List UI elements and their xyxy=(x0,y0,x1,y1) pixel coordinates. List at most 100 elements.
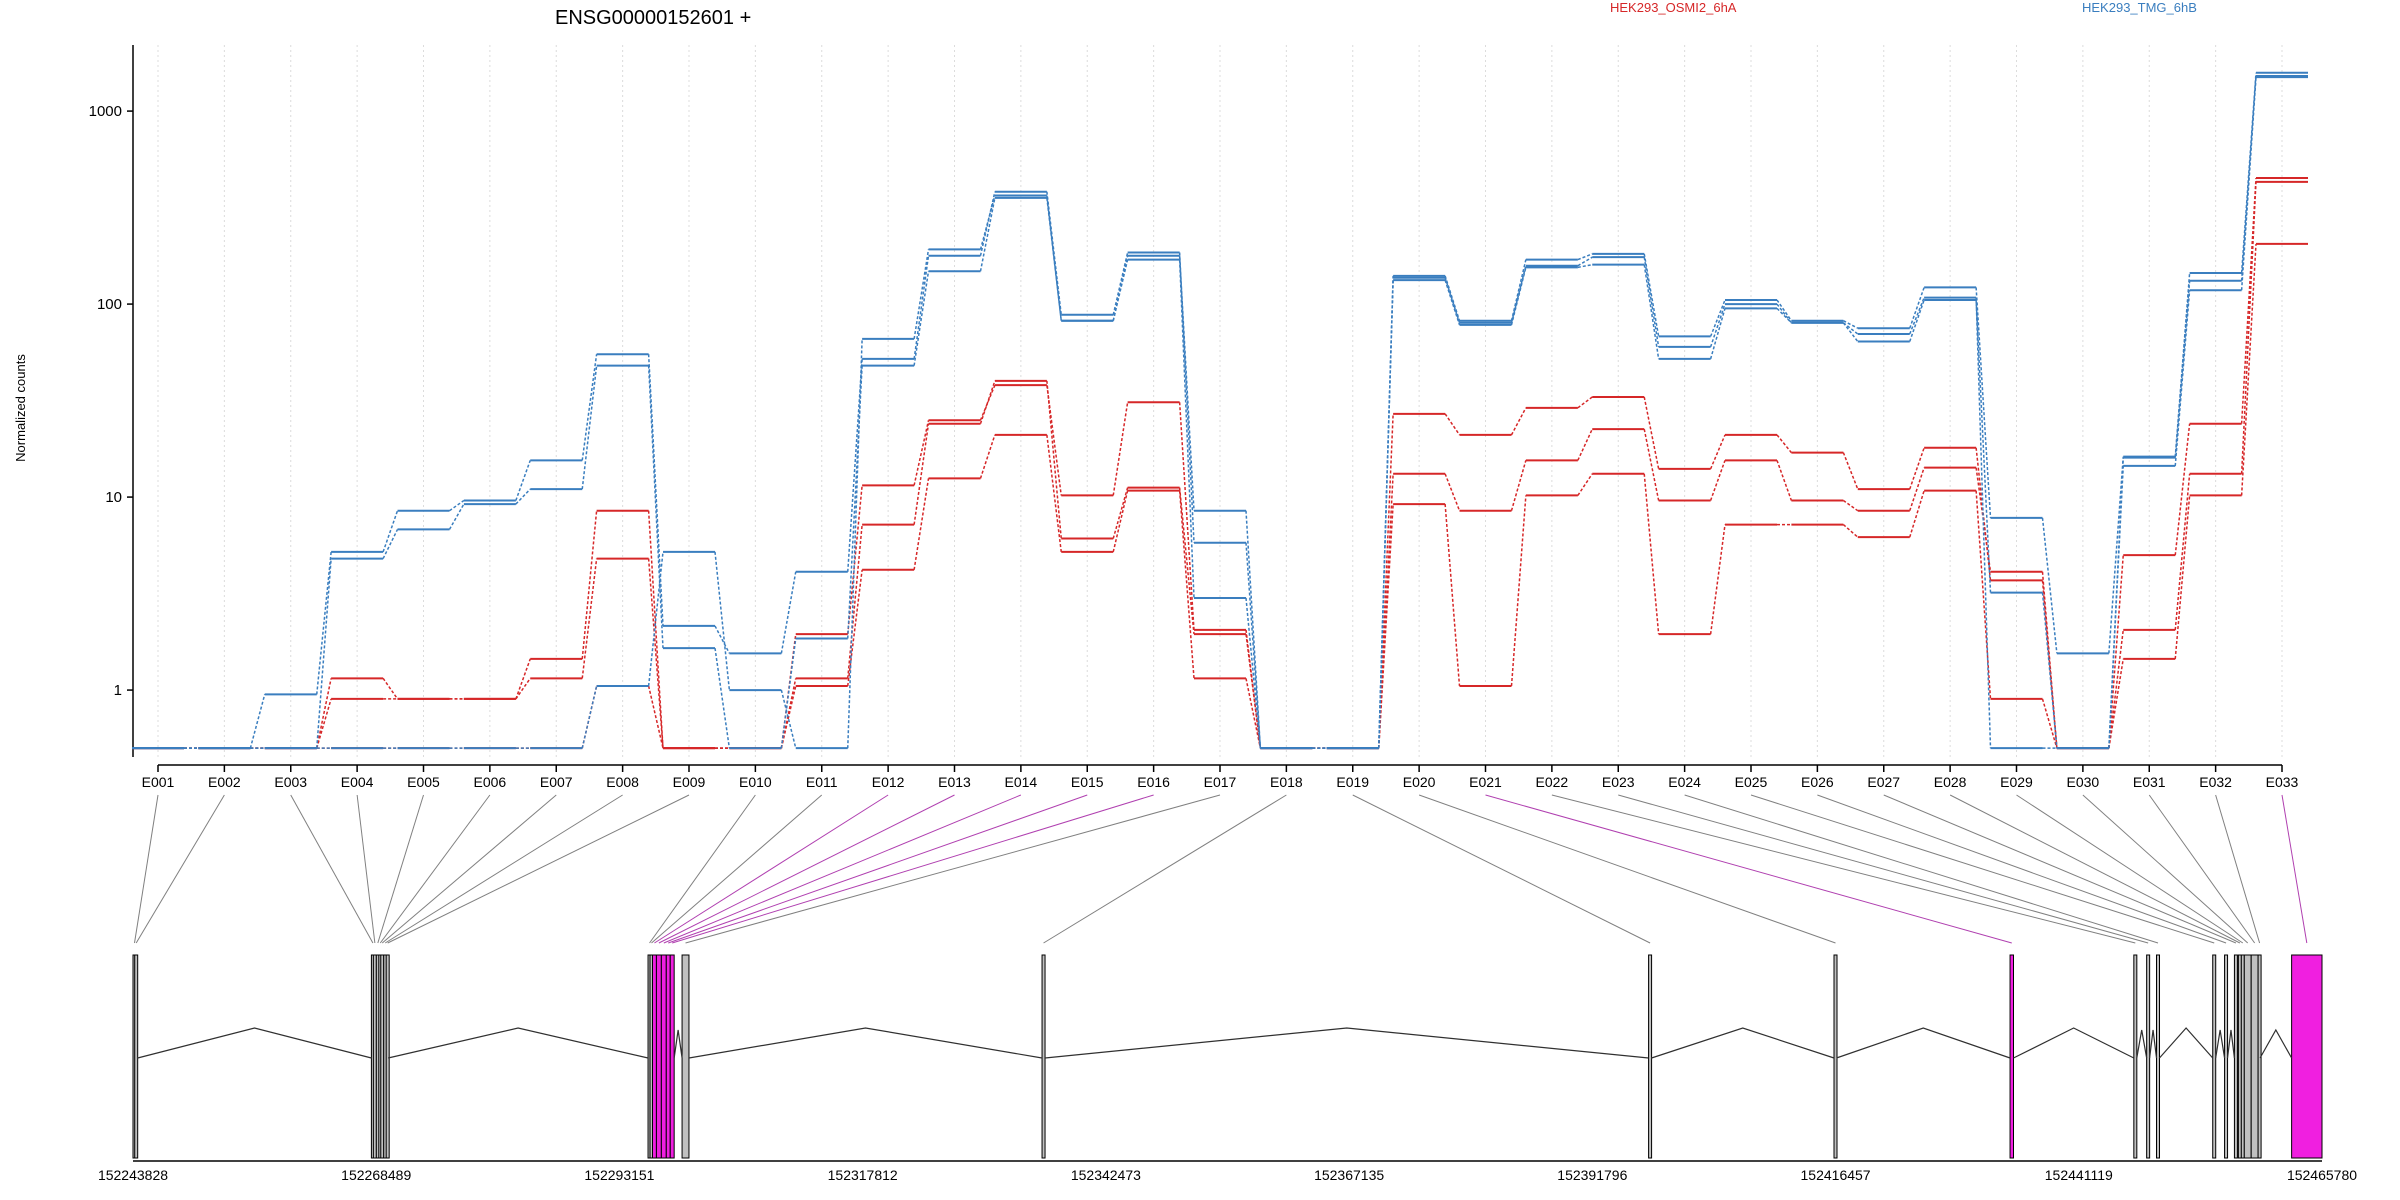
series-2-link xyxy=(1444,473,1461,511)
series-4-link xyxy=(1577,263,1593,269)
x-tick-label-e015: E015 xyxy=(1071,774,1104,790)
connector-e033 xyxy=(2281,794,2308,944)
series-1-link xyxy=(2174,495,2191,659)
x-tick-label-e028: E028 xyxy=(1934,774,1967,790)
connector-e015 xyxy=(668,794,1088,944)
connector-e007 xyxy=(381,794,557,944)
series-3-link xyxy=(1510,407,1527,436)
x-tick-label-e032: E032 xyxy=(2199,774,2232,790)
series-6-link xyxy=(647,551,664,687)
series-1-link xyxy=(979,434,996,479)
connector-e013 xyxy=(658,794,955,944)
connector-e031 xyxy=(2148,794,2256,944)
exon-e021 xyxy=(2009,954,2015,1159)
series-5-link xyxy=(515,460,531,501)
series-5-link xyxy=(382,510,399,553)
x-tick-label-e027: E027 xyxy=(1867,774,1900,790)
series-6-link xyxy=(1909,297,1925,335)
exon-e009 xyxy=(385,954,390,1159)
series-2-link xyxy=(1776,460,1793,501)
series-1-link xyxy=(1245,678,1262,749)
series-1-link xyxy=(1842,524,1859,538)
series-3-link xyxy=(1577,396,1593,409)
series-2-link xyxy=(847,524,863,679)
vertical-gridlines xyxy=(157,45,2283,757)
series-1-link xyxy=(316,678,332,749)
x-tick-label-e005: E005 xyxy=(407,774,440,790)
legend-entry-tmg: HEK293_TMG_6hB xyxy=(2082,0,2197,15)
series-5-link xyxy=(1577,253,1593,261)
series-1-link xyxy=(647,558,664,749)
series-5-link xyxy=(714,625,731,654)
connector-e024 xyxy=(1684,794,2159,944)
series-6-link xyxy=(1178,255,1195,511)
series-6-link xyxy=(2174,280,2191,458)
series-2-link xyxy=(1112,487,1129,539)
connector-e003 xyxy=(290,794,374,944)
series-6-link xyxy=(1776,303,1792,324)
intron xyxy=(2136,1029,2148,1059)
connector-e029 xyxy=(2016,794,2244,944)
series-1-link xyxy=(1178,490,1195,679)
connector-e008 xyxy=(384,794,623,944)
exon-e033 xyxy=(2291,954,2323,1159)
connector-e022 xyxy=(1551,794,2136,944)
series-4-link xyxy=(515,488,531,505)
series-4-link xyxy=(1643,264,1660,360)
series-4-link xyxy=(1909,299,1925,342)
series-4 xyxy=(132,76,2308,750)
series-5-link xyxy=(1909,287,1925,329)
intron xyxy=(2013,1027,2135,1059)
connector-e001 xyxy=(134,794,159,944)
x-tick-label-e012: E012 xyxy=(872,774,905,790)
exon-e020 xyxy=(1833,954,1838,1159)
series-3-link xyxy=(1046,385,1062,496)
series-1-link xyxy=(2240,243,2257,496)
series-3-link xyxy=(2041,580,2058,749)
series-3-link xyxy=(2240,177,2257,424)
series-6-link xyxy=(979,195,996,250)
coord-tick-label: 152317812 xyxy=(828,1167,898,1183)
exon-e012 xyxy=(651,954,657,1159)
x-tick-label-e019: E019 xyxy=(1336,774,1369,790)
intron xyxy=(2215,1029,2226,1059)
series-5-link xyxy=(780,571,797,654)
y-axis: 1 10 100 1000 xyxy=(89,45,134,757)
coord-tick-label: 152416457 xyxy=(1801,1167,1871,1183)
series-2-link xyxy=(1178,487,1195,635)
connector-e012 xyxy=(654,794,889,944)
connector-e032 xyxy=(2215,794,2261,944)
intron xyxy=(388,1027,649,1059)
series-6-link xyxy=(581,685,598,749)
exon-connectors xyxy=(134,794,2308,944)
x-axis: E001 E002 E003 E004 E005 E006 E007 E008 E009 E010… xyxy=(142,764,2299,790)
x-tick-label-e008: E008 xyxy=(606,774,639,790)
y-tick-label: 10 xyxy=(105,489,122,506)
series-4-link xyxy=(979,197,996,272)
series-1-link xyxy=(515,677,531,700)
series-6-link xyxy=(1975,297,1992,749)
y-tick-label: 100 xyxy=(97,296,122,313)
series-5-link xyxy=(1178,252,1195,543)
series-4-link xyxy=(1842,322,1859,342)
connector-e021 xyxy=(1485,794,2012,944)
exon-e016 xyxy=(669,954,675,1159)
series-layer xyxy=(132,71,2308,750)
x-tick-label-e004: E004 xyxy=(341,774,374,790)
series-4-link xyxy=(382,529,399,559)
series-6-link xyxy=(847,338,863,749)
x-tick-label-e026: E026 xyxy=(1801,774,1834,790)
series-2-link xyxy=(1643,428,1660,501)
series-5-link xyxy=(449,499,465,512)
intron xyxy=(2159,1027,2214,1059)
series-3-link xyxy=(2108,555,2124,749)
series-2-link xyxy=(1842,499,1859,512)
series-4-link xyxy=(1975,299,1992,593)
series-3-link xyxy=(2174,423,2191,556)
series-6-link xyxy=(2240,75,2257,281)
series-6-link xyxy=(2108,457,2124,749)
series-4-link xyxy=(647,365,664,649)
series-1-link xyxy=(2041,698,2058,749)
x-tick-label-e030: E030 xyxy=(2067,774,2100,790)
